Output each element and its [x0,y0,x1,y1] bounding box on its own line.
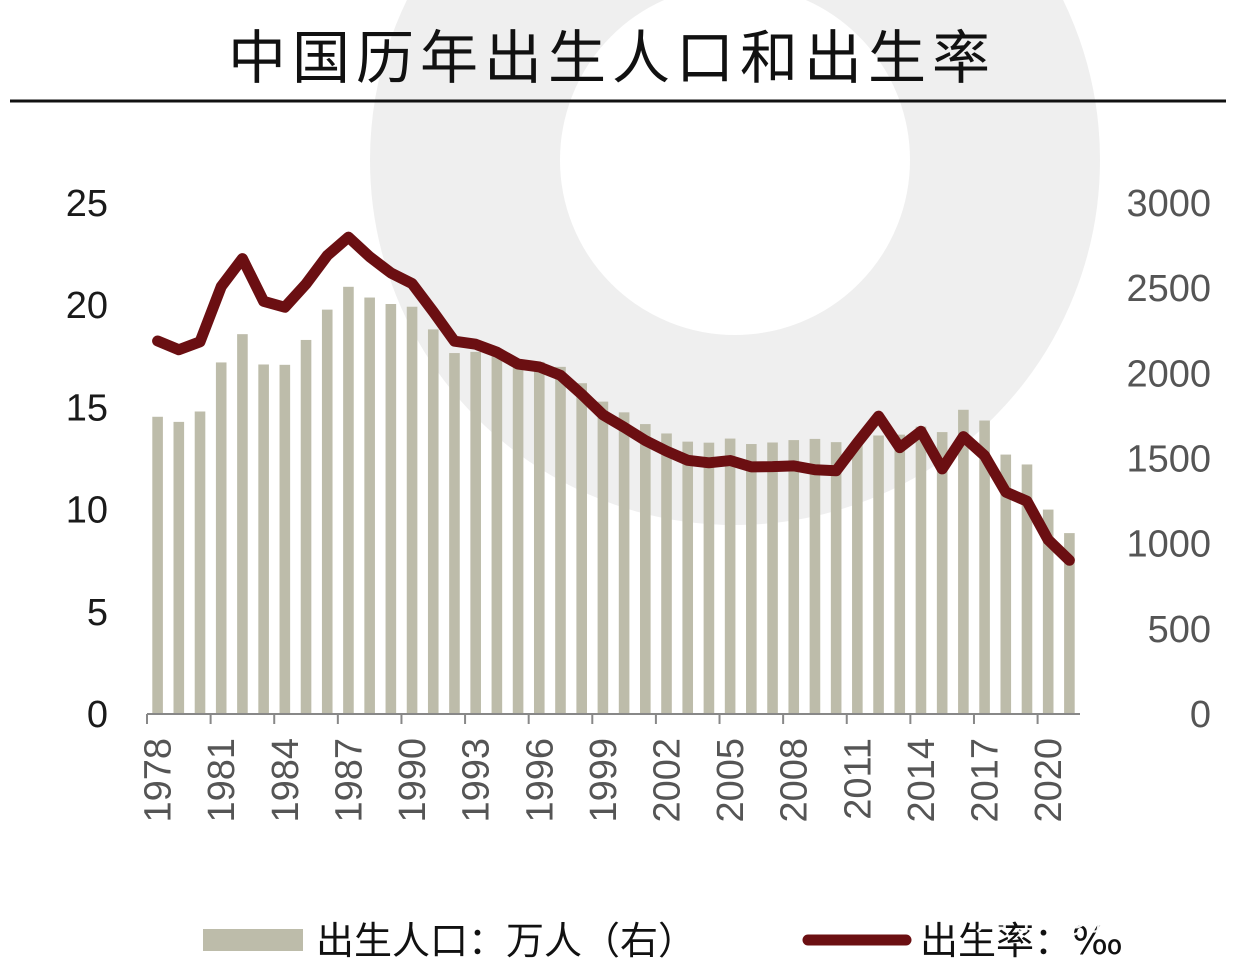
left-tick-25: 25 [66,183,108,225]
right-tick-1000: 1000 [1126,524,1211,566]
left-axis-ticks: 0 5 10 15 20 25 [66,183,108,736]
x-tick-label-1999: 1999 [583,738,625,823]
x-tick-label-2008: 2008 [774,738,816,823]
bar-2014 [915,426,927,714]
bar-2005 [724,438,736,714]
bar-1988 [364,297,375,714]
bar-1996 [533,361,545,714]
right-tick-2500: 2500 [1126,268,1211,310]
background-watermark-logo [370,0,1100,525]
x-tick-label-1993: 1993 [456,738,498,823]
left-tick-10: 10 [66,490,108,532]
bar-1978 [152,416,163,714]
left-tick-20: 20 [66,285,108,327]
x-tick-label-2002: 2002 [647,738,689,823]
x-tick-label-2020: 2020 [1028,738,1070,823]
legend-swatch-births [203,929,303,951]
bar-2016 [958,409,969,714]
watermark-text: 知乎 @张立园 [975,899,1190,939]
bar-2018 [1000,454,1012,714]
right-axis-ticks: 0 500 1000 1500 2000 2500 3000 [1126,183,1211,736]
bar-2002 [661,433,672,714]
bar-1991 [427,329,439,714]
birth-rate-line [152,231,1075,566]
bar-2019 [1021,464,1033,714]
bar-2015 [936,432,948,714]
x-tick-label-2005: 2005 [710,738,752,823]
bar-1997 [555,366,566,714]
bar-1989 [385,304,397,714]
bar-1979 [173,421,185,714]
left-tick-0: 0 [87,694,108,736]
bar-series [152,286,1075,714]
x-tick-label-2017: 2017 [965,738,1007,823]
bar-2008 [788,440,800,714]
bar-1982 [237,334,248,714]
legend-label-births: 出生人口：万人（右） [316,919,696,963]
legend: 出生人口：万人（右） 出生率：‰ [203,919,1123,963]
bar-2001 [640,424,651,714]
left-tick-5: 5 [87,592,108,634]
bar-1992 [449,353,460,714]
bar-1998 [576,383,587,714]
x-tick-label-1990: 1990 [392,738,434,823]
bar-2011 [852,440,863,714]
bar-2007 [767,442,778,714]
right-tick-0: 0 [1190,694,1211,736]
x-tick-label-2011: 2011 [837,738,879,820]
chart-title: 中国历年出生人口和出生率 [228,24,996,92]
bar-2006 [746,444,757,714]
bar-1993 [470,351,481,714]
bar-1990 [406,306,418,714]
bar-2004 [703,442,715,714]
right-tick-1500: 1500 [1126,439,1211,481]
bar-2000 [618,412,630,714]
x-tick-label-2014: 2014 [901,738,943,823]
bar-1981 [215,362,227,714]
bar-2009 [809,438,821,714]
bar-2010 [830,442,842,714]
x-tick-label-1978: 1978 [138,738,180,823]
bar-2017 [979,420,990,714]
bar-1984 [279,364,291,714]
bar-1994 [491,355,503,714]
right-tick-2000: 2000 [1126,353,1211,395]
bar-1980 [194,411,206,714]
axes [146,713,1080,724]
bar-1985 [300,339,312,714]
x-tick-label-1996: 1996 [519,738,561,823]
bar-2020 [1042,509,1054,714]
bar-2012 [873,435,884,714]
x-tick-label-1984: 1984 [265,738,307,823]
bar-1986 [321,309,333,714]
bar-1987 [343,286,354,714]
right-tick-3000: 3000 [1126,183,1211,225]
bar-2003 [682,441,694,714]
bar-2013 [894,434,906,714]
bar-1995 [512,362,524,714]
bar-1999 [597,401,609,714]
left-tick-15: 15 [66,387,108,429]
x-tick-label-1981: 1981 [201,738,243,823]
x-axis-ticks: 1978 1981 1984 1987 1990 1993 1996 1999 2002 2005… [138,738,1071,823]
x-tick-label-1987: 1987 [328,738,370,823]
bar-2021 [1064,533,1075,714]
bar-1983 [258,364,269,714]
right-tick-500: 500 [1148,609,1211,651]
legend-label-birth-rate: 出生率：‰ [920,919,1123,963]
